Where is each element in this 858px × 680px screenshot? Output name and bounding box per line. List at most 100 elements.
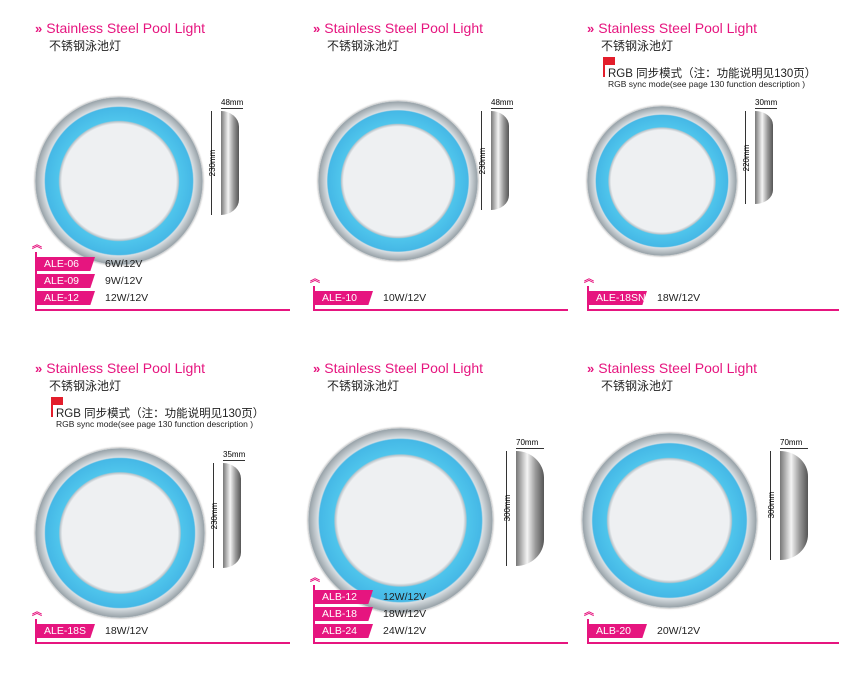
product-subtitle: 不锈钢泳池灯 xyxy=(49,39,122,53)
chevron-icon: » xyxy=(587,361,595,376)
height-label: 300mm xyxy=(766,491,776,519)
height-dimension: 230mm xyxy=(478,111,487,211)
lamp-side-image xyxy=(221,111,239,216)
axis-line xyxy=(313,585,315,644)
depth-label: 48mm xyxy=(491,98,514,107)
height-dimension: 300mm xyxy=(767,451,776,560)
rgb-note-en: RGB sync mode(see page 130 function desc… xyxy=(608,79,806,89)
lamp-side-image xyxy=(223,463,241,569)
model-code: ALB-12 xyxy=(315,590,373,604)
product-card: » Stainless Steel Pool Light 不锈钢泳池灯 RGB 同步… xyxy=(584,20,857,340)
chevron-icon: » xyxy=(35,21,43,36)
double-chevron-up-icon: ︽ xyxy=(310,274,320,285)
depth-label: 48mm xyxy=(221,98,244,107)
double-chevron-up-icon: ︽ xyxy=(584,274,594,285)
lamp-side-image xyxy=(516,451,544,566)
depth-dimension: 30mm xyxy=(755,98,777,109)
axis-line xyxy=(587,619,589,644)
lamp-front-image xyxy=(318,100,478,261)
rgb-note-cn: RGB 同步模式（注：功能说明见130页） xyxy=(56,408,265,420)
divider-line xyxy=(35,642,290,644)
depth-dimension: 48mm xyxy=(221,98,243,109)
height-dimension: 220mm xyxy=(742,111,751,204)
model-spec: 9W/12V xyxy=(105,275,143,287)
product-subtitle: 不锈钢泳池灯 xyxy=(601,39,674,53)
product-subtitle: 不锈钢泳池灯 xyxy=(327,39,400,53)
model-code: ALE-18SN xyxy=(589,291,647,305)
chevron-icon: » xyxy=(587,21,595,36)
lamp-side-image xyxy=(780,451,808,560)
double-chevron-up-icon: ︽ xyxy=(32,240,42,251)
divider-line xyxy=(35,309,290,311)
chevron-icon: » xyxy=(313,21,321,36)
divider-line xyxy=(587,309,839,311)
title-text: Stainless Steel Pool Light xyxy=(324,360,483,376)
title-text: Stainless Steel Pool Light xyxy=(46,360,205,376)
model-code: ALE-06 xyxy=(37,257,95,271)
model-spec: 18W/12V xyxy=(383,608,427,620)
lamp-side-image xyxy=(491,111,509,211)
lamp-front-image xyxy=(35,447,205,618)
axis-line xyxy=(35,252,37,311)
model-code: ALE-10 xyxy=(315,291,373,305)
lamp-front-image xyxy=(308,428,493,613)
height-dimension: 230mm xyxy=(210,463,219,569)
model-spec: 12W/12V xyxy=(105,292,149,304)
rgb-note-cn: RGB 同步模式（注：功能说明见130页） xyxy=(608,68,817,80)
title-text: Stainless Steel Pool Light xyxy=(598,360,757,376)
chevron-icon: » xyxy=(35,361,43,376)
product-subtitle: 不锈钢泳池灯 xyxy=(49,379,122,393)
divider-line xyxy=(313,642,568,644)
divider-line xyxy=(313,309,568,311)
model-spec: 6W/12V xyxy=(105,258,143,270)
flag-icon-fill xyxy=(603,57,615,65)
chevron-icon: » xyxy=(313,361,321,376)
height-label: 230mm xyxy=(207,149,217,177)
height-label: 220mm xyxy=(741,144,751,171)
axis-line xyxy=(35,619,37,644)
model-spec: 10W/12V xyxy=(383,292,427,304)
depth-label: 30mm xyxy=(755,98,778,107)
depth-label: 35mm xyxy=(223,450,246,459)
height-label: 230mm xyxy=(209,502,219,530)
product-title: » Stainless Steel Pool Light xyxy=(313,360,483,376)
depth-label: 70mm xyxy=(780,438,803,447)
depth-dimension: 35mm xyxy=(223,450,245,461)
model-code: ALE-12 xyxy=(37,291,95,305)
height-dimension: 230mm xyxy=(208,111,217,216)
model-code: ALB-20 xyxy=(589,624,647,638)
model-spec: 12W/12V xyxy=(383,591,427,603)
model-spec: 18W/12V xyxy=(657,292,701,304)
product-card: » Stainless Steel Pool Light 不锈钢泳池灯 230mm … xyxy=(310,20,583,340)
model-spec: 18W/12V xyxy=(105,625,149,637)
product-card: » Stainless Steel Pool Light 不锈钢泳池灯 230mm … xyxy=(32,20,305,340)
double-chevron-up-icon: ︽ xyxy=(32,607,42,618)
product-subtitle: 不锈钢泳池灯 xyxy=(601,379,674,393)
lamp-front-image xyxy=(587,105,737,256)
height-label: 300mm xyxy=(502,495,512,522)
depth-dimension: 70mm xyxy=(780,438,808,449)
product-title: » Stainless Steel Pool Light xyxy=(35,360,205,376)
product-subtitle: 不锈钢泳池灯 xyxy=(327,379,400,393)
depth-label: 70mm xyxy=(516,438,539,447)
double-chevron-up-icon: ︽ xyxy=(310,573,320,584)
rgb-note-en: RGB sync mode(see page 130 function desc… xyxy=(56,419,254,429)
flag-icon-fill xyxy=(51,397,63,405)
product-card: » Stainless Steel Pool Light 不锈钢泳池灯 300mm … xyxy=(582,360,857,680)
product-title: » Stainless Steel Pool Light xyxy=(35,20,205,36)
divider-line xyxy=(587,642,839,644)
model-code: ALB-24 xyxy=(315,624,373,638)
depth-dimension: 48mm xyxy=(491,98,513,109)
model-code: ALE-09 xyxy=(37,274,95,288)
model-spec: 24W/12V xyxy=(383,625,427,637)
lamp-front-image xyxy=(582,433,757,608)
depth-dimension: 70mm xyxy=(516,438,544,449)
model-spec: 20W/12V xyxy=(657,625,701,637)
product-title: » Stainless Steel Pool Light xyxy=(587,360,757,376)
product-title: » Stainless Steel Pool Light xyxy=(587,20,757,36)
title-text: Stainless Steel Pool Light xyxy=(324,20,483,36)
height-label: 230mm xyxy=(477,147,487,174)
title-text: Stainless Steel Pool Light xyxy=(46,20,205,36)
double-chevron-up-icon: ︽ xyxy=(584,607,594,618)
lamp-front-image xyxy=(35,96,203,265)
